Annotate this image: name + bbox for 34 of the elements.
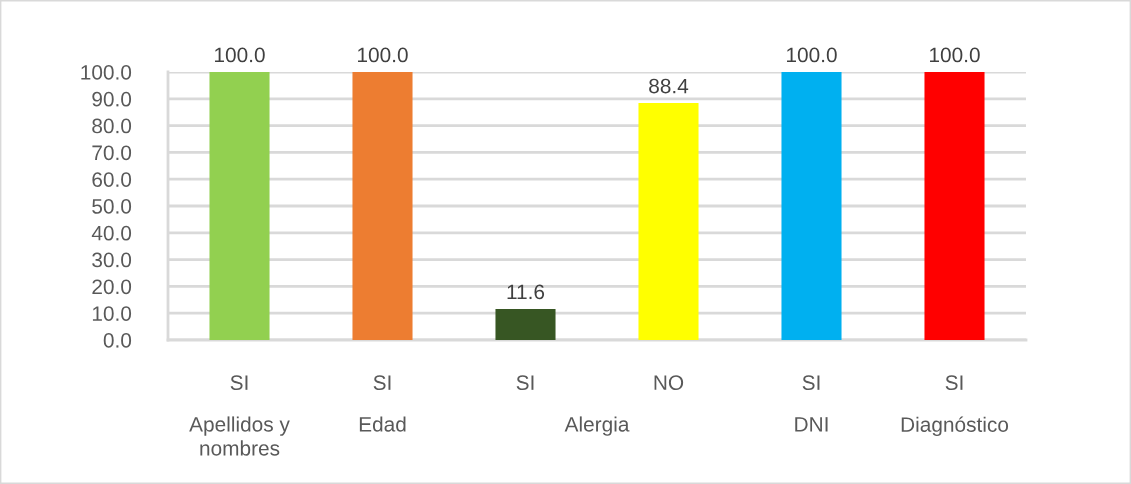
text: Diagnóstico (901, 416, 1009, 437)
data-label: 100.0 (787, 47, 837, 63)
y-tick-label: 20.0 (92, 279, 132, 295)
bar (638, 103, 699, 340)
x-tick-label: SI (230, 375, 248, 391)
data-label: 11.6 (507, 284, 545, 300)
x-tick-label: SI (802, 375, 820, 391)
y-tick-label: 10.0 (92, 306, 132, 321)
y-tick-label: 70.0 (92, 145, 132, 161)
data-label: 100.0 (215, 47, 265, 63)
bar (209, 72, 270, 340)
x-tick-label: SI (945, 375, 963, 391)
y-tick-label: 40.0 (91, 225, 132, 241)
data-label: 100.0 (358, 47, 408, 63)
y-tick-label: 100.0 (81, 65, 132, 80)
y-tick-label: 60.0 (92, 172, 132, 187)
bar (352, 72, 413, 340)
data-label: 88.4 (649, 78, 689, 94)
text: Alergia (564, 416, 630, 436)
x-tick-label: SI (516, 375, 534, 391)
text: Edad (359, 416, 406, 432)
text: Apellidos y nombres (189, 416, 290, 456)
y-tick-label: 30.0 (92, 252, 132, 268)
bar (495, 308, 556, 340)
x-tick-label: SI (373, 375, 391, 391)
bar (924, 72, 985, 340)
data-label: 100.0 (930, 47, 980, 63)
y-tick-label: 50.0 (92, 199, 132, 214)
bar (781, 72, 842, 340)
x-tick-label: NO (654, 375, 684, 391)
y-tick-label: 80.0 (92, 118, 132, 134)
text: DNI (795, 417, 828, 432)
y-tick-label: 90.0 (92, 91, 132, 107)
y-tick-label: 0.0 (103, 333, 132, 348)
